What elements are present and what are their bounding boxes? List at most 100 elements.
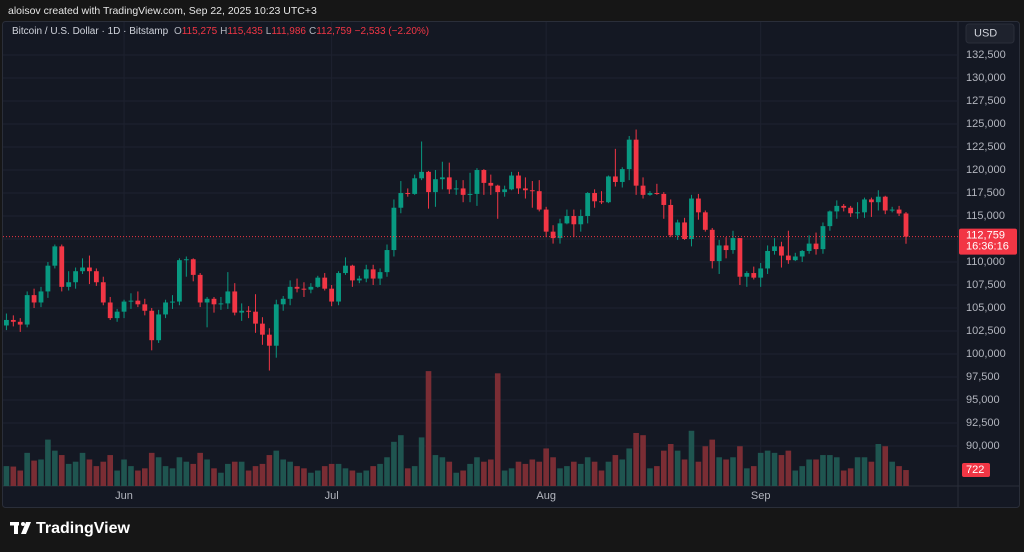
volume-bar xyxy=(488,459,494,486)
candle-body xyxy=(737,238,743,277)
candle-body xyxy=(266,334,272,346)
candle-body xyxy=(24,295,30,325)
volume-bar xyxy=(889,461,895,486)
candle-body xyxy=(509,175,514,190)
volume-bar xyxy=(633,432,639,486)
currency-button[interactable] xyxy=(965,23,1015,44)
candle-body xyxy=(612,176,618,182)
volume-bar xyxy=(176,457,183,486)
volume-bar xyxy=(702,446,709,486)
volume-bar xyxy=(557,468,563,486)
candle-body xyxy=(121,301,127,312)
volume-bar xyxy=(854,457,861,486)
volume-bar xyxy=(135,470,141,486)
candle-body xyxy=(426,171,431,193)
candle-body xyxy=(356,278,362,281)
y-tick-label: 100,000 xyxy=(966,348,1006,360)
candle-body xyxy=(439,177,445,180)
volume-bar xyxy=(536,461,543,486)
candle-body xyxy=(654,193,660,195)
candle-body xyxy=(239,310,245,313)
candle-body xyxy=(571,216,577,225)
volume-bar xyxy=(813,459,819,486)
candle-body xyxy=(405,193,411,195)
candle-body xyxy=(758,268,764,278)
volume-bar xyxy=(584,457,591,486)
candle-body xyxy=(10,319,16,322)
candle-body xyxy=(529,190,535,192)
volume-bar xyxy=(335,463,342,486)
candle-body xyxy=(502,189,508,193)
candle-body xyxy=(190,259,196,275)
candle-body xyxy=(647,193,653,195)
candle-body xyxy=(163,302,168,315)
y-tick-label: 115,000 xyxy=(966,210,1005,222)
candle-body xyxy=(668,204,674,236)
candle-body xyxy=(59,246,65,287)
volume-bar xyxy=(716,457,722,486)
candle-body xyxy=(682,222,687,240)
candle-body xyxy=(550,231,556,239)
legend: Bitcoin / U.S. Dollar · 1D · Bitstamp O1… xyxy=(12,26,432,37)
candle-body xyxy=(287,286,293,299)
volume-badge xyxy=(962,463,990,478)
volume-bar xyxy=(93,466,100,486)
candle-body xyxy=(4,319,9,326)
volume-bar xyxy=(10,466,17,486)
candle-body xyxy=(66,282,72,287)
candle-body xyxy=(218,303,224,305)
candle-body xyxy=(232,291,238,313)
volume-bar xyxy=(577,463,584,486)
candle-body xyxy=(882,196,888,211)
candle-body xyxy=(689,198,694,240)
volume-bar xyxy=(446,461,453,486)
candle-body xyxy=(135,300,141,305)
candle-body xyxy=(17,321,23,325)
candle-body xyxy=(806,243,812,251)
volume-bar xyxy=(128,466,134,486)
volume-bar xyxy=(273,450,280,486)
volume-bar xyxy=(197,452,203,486)
volume-bar xyxy=(31,460,37,486)
candle-body xyxy=(813,243,819,250)
candle-body xyxy=(834,205,840,212)
volume-bar xyxy=(245,470,252,486)
volume-bar xyxy=(674,450,681,486)
volume-bar xyxy=(529,459,536,486)
legend-key: C xyxy=(309,26,317,37)
volume-bar xyxy=(647,468,653,486)
volume-bar xyxy=(52,450,58,486)
candle-body xyxy=(391,207,397,251)
volume-bar xyxy=(744,468,750,486)
x-tick-label: Sep xyxy=(751,490,771,502)
candle-body xyxy=(696,198,701,213)
candle-body xyxy=(709,229,715,262)
y-tick-label: 92,500 xyxy=(966,417,1000,429)
volume-bar xyxy=(737,446,743,486)
caption: aloisov created with TradingView.com, Se… xyxy=(8,5,317,17)
volume-bar xyxy=(384,457,390,486)
candle-body xyxy=(197,274,203,303)
candle-body xyxy=(661,193,667,205)
volume-bar xyxy=(65,463,72,486)
volume-bar xyxy=(896,466,902,486)
volume-bar xyxy=(792,470,799,486)
volume-bar xyxy=(840,470,847,486)
candle-body xyxy=(107,302,113,319)
candle-body xyxy=(322,277,328,289)
volume-bar xyxy=(432,455,439,486)
volume-bar xyxy=(661,450,667,486)
x-tick-label: Aug xyxy=(536,490,556,502)
candle-body xyxy=(640,185,646,195)
volume-bar xyxy=(612,455,619,486)
currency-label[interactable]: USD xyxy=(974,27,997,39)
volume-bar xyxy=(370,466,376,486)
candle-body xyxy=(280,298,286,305)
y-tick-label: 105,000 xyxy=(966,302,1006,314)
candle-body xyxy=(31,295,37,303)
volume-bar xyxy=(17,470,24,486)
candle-body xyxy=(702,212,708,230)
volume-bar xyxy=(564,466,570,486)
volume-bar xyxy=(591,461,598,486)
